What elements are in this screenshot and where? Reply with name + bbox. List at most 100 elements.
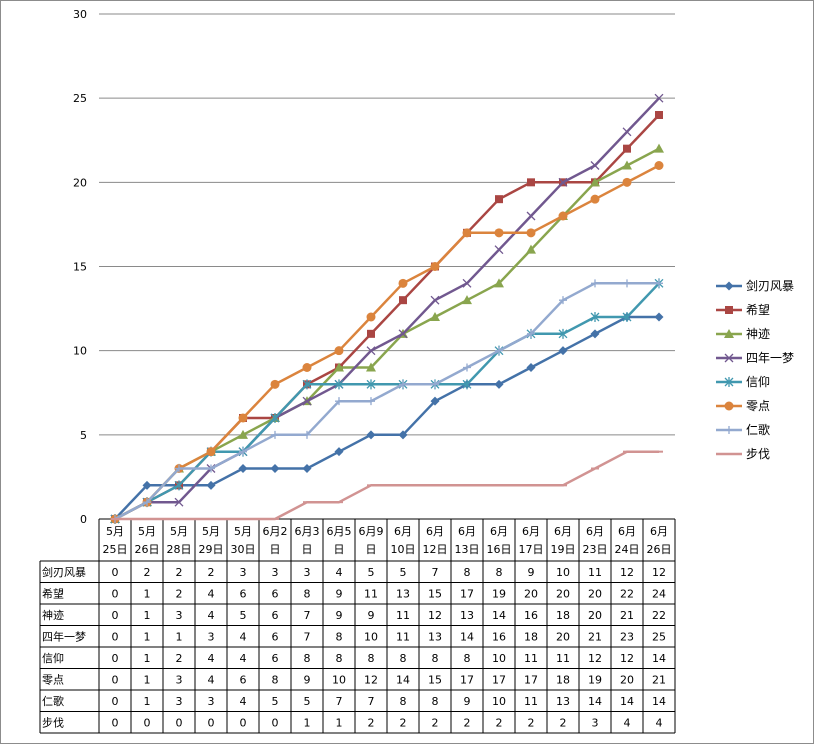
table-cell: 12 (652, 566, 666, 579)
data-point (303, 430, 311, 439)
table-cell: 14 (652, 652, 666, 665)
table-cell: 22 (652, 609, 666, 622)
table-cell: 18 (524, 630, 538, 643)
series-3 (110, 143, 664, 523)
table-cell: 13 (396, 587, 410, 600)
series-7 (111, 279, 663, 523)
table-cell: 0 (112, 566, 119, 579)
data-point (558, 211, 568, 221)
table-cell: 4 (240, 652, 247, 665)
table-cell: 8 (464, 652, 471, 665)
series-1 (110, 312, 664, 524)
data-point (206, 447, 216, 457)
x-tick-label: 6月 (426, 525, 444, 538)
table-cell: 9 (304, 673, 311, 686)
data-point (302, 363, 312, 372)
table-cell: 1 (144, 652, 151, 665)
y-tick-label: 30 (73, 8, 87, 21)
data-point (335, 397, 343, 406)
table-cell: 9 (464, 695, 471, 708)
legend-entry: 剑刃风暴 (716, 278, 794, 293)
legend-marker (725, 426, 733, 434)
series-line (114, 282, 659, 521)
x-tick-label: 日 (334, 543, 345, 556)
table-cell: 0 (112, 652, 119, 665)
table-cell: 6 (272, 630, 279, 643)
table-cell: 3 (208, 630, 215, 643)
table-cell: 0 (112, 630, 119, 643)
table-row-label: 信仰 (42, 651, 64, 665)
data-point (558, 328, 568, 339)
data-point (398, 278, 408, 288)
x-tick-label: 17日 (519, 543, 544, 556)
table-cell: 4 (336, 566, 343, 579)
table-cell: 25 (652, 630, 666, 643)
data-point (623, 144, 631, 153)
table-cell: 8 (400, 652, 407, 665)
table-cell: 5 (368, 566, 375, 579)
data-point (590, 177, 600, 187)
table-cell: 5 (400, 566, 407, 579)
table-cell: 20 (524, 587, 538, 600)
x-tick-label: 25日 (103, 543, 128, 556)
data-point (462, 228, 472, 238)
series-line (114, 147, 660, 521)
data-point (463, 363, 471, 372)
series-line (114, 282, 660, 521)
series-line (114, 315, 659, 520)
table-row-label: 步伐 (42, 716, 64, 729)
x-tick-label: 6月 (458, 525, 476, 538)
data-point (367, 397, 375, 406)
table-cell: 14 (620, 695, 634, 708)
table-cell: 7 (304, 609, 311, 622)
table-cell: 7 (432, 566, 439, 579)
table-cell: 6 (272, 609, 279, 622)
legend-entry: 零点 (716, 399, 770, 413)
legend-entry: 希望 (716, 302, 770, 317)
legend-marker (724, 329, 734, 338)
legend-marker (725, 306, 733, 314)
table-cell: 8 (304, 587, 311, 600)
table-cell: 18 (556, 609, 570, 622)
table-cell: 0 (144, 716, 151, 729)
table-cell: 2 (464, 716, 471, 729)
data-point (622, 127, 632, 137)
table-cell: 2 (528, 716, 535, 729)
data-point (366, 346, 376, 356)
data-point (334, 379, 344, 390)
x-tick-label: 5月 (170, 525, 188, 538)
table-cell: 5 (240, 609, 247, 622)
table-cell: 21 (652, 673, 666, 686)
data-point (527, 329, 535, 338)
data-point (302, 379, 312, 390)
table-cell: 7 (304, 630, 311, 643)
data-point (367, 329, 375, 338)
table-cell: 10 (332, 673, 346, 686)
table-cell: 0 (112, 587, 119, 600)
data-point (430, 312, 440, 321)
table-cell: 9 (336, 587, 343, 600)
data-point (526, 363, 536, 372)
table-cell: 1 (144, 673, 151, 686)
table-cell: 2 (432, 716, 439, 729)
legend-label: 步伐 (746, 447, 770, 461)
table-cell: 8 (336, 630, 343, 643)
table-cell: 8 (304, 652, 311, 665)
series-line (115, 450, 659, 521)
table-cell: 0 (240, 716, 247, 729)
data-point (430, 295, 440, 305)
table-cell: 22 (620, 587, 634, 600)
y-tick-label: 10 (73, 345, 87, 358)
table-cell: 11 (524, 695, 538, 708)
table-cell: 11 (396, 630, 410, 643)
table-cell: 17 (460, 673, 474, 686)
data-point (654, 93, 664, 103)
table-cell: 11 (556, 652, 570, 665)
y-tick-label: 15 (73, 261, 87, 274)
y-tick-label: 25 (73, 92, 87, 105)
table-cell: 11 (396, 609, 410, 622)
x-tick-label: 6月5 (327, 525, 352, 538)
y-tick-label: 20 (73, 176, 87, 189)
table-cell: 4 (656, 716, 663, 729)
